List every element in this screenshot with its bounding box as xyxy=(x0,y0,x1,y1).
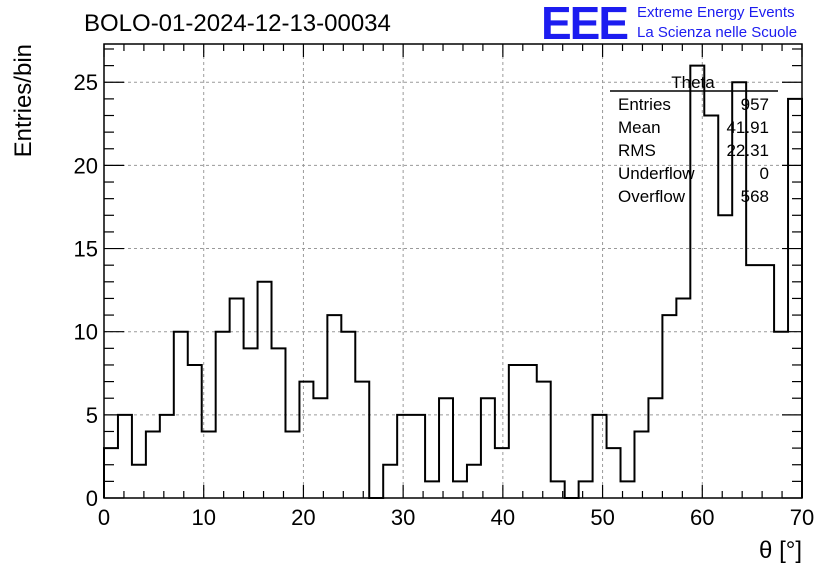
x-tick-label: 40 xyxy=(491,505,515,530)
histogram-bin xyxy=(704,116,718,498)
histogram-bin xyxy=(230,298,244,498)
histogram-bin xyxy=(313,398,327,498)
x-axis-label: θ [°] xyxy=(759,537,802,564)
histogram-bin xyxy=(746,265,760,498)
histogram-bin xyxy=(341,332,355,498)
x-tick-label: 20 xyxy=(291,505,315,530)
histogram-bin xyxy=(272,348,286,498)
histogram-bin xyxy=(481,398,495,498)
stats-label: Underflow xyxy=(618,164,695,183)
histogram-bin xyxy=(160,415,174,498)
x-tick-label: 70 xyxy=(790,505,814,530)
eee-logo: EEE xyxy=(541,0,629,49)
histogram-bin xyxy=(439,398,453,498)
histogram-bin xyxy=(760,265,774,498)
histogram-bin xyxy=(718,215,732,498)
histogram-bin xyxy=(397,415,411,498)
histogram-bin xyxy=(216,332,230,498)
x-tick-label: 0 xyxy=(98,505,110,530)
stats-title: Theta xyxy=(671,73,715,92)
histogram-bin xyxy=(383,465,397,498)
histogram-bin xyxy=(634,431,648,498)
histogram-bin xyxy=(662,315,676,498)
stats-label: RMS xyxy=(618,141,656,160)
histogram-bin xyxy=(425,481,439,498)
stats-value: 568 xyxy=(741,187,769,206)
stats-value: 41.91 xyxy=(726,118,769,137)
histogram-bin xyxy=(327,315,341,498)
histogram-bin xyxy=(453,481,467,498)
histogram-bin xyxy=(495,448,509,498)
histogram-bin xyxy=(355,382,369,498)
histogram-bin xyxy=(258,282,272,498)
x-tick-label: 30 xyxy=(391,505,415,530)
histogram-bin xyxy=(285,431,299,498)
stats-label: Overflow xyxy=(618,187,686,206)
x-tick-label: 10 xyxy=(191,505,215,530)
histogram-bin xyxy=(523,365,537,498)
histogram-bin xyxy=(174,332,188,498)
histogram-bin xyxy=(467,465,481,498)
stats-value: 0 xyxy=(760,164,769,183)
x-tick-label: 50 xyxy=(590,505,614,530)
histogram-bin xyxy=(118,415,132,498)
logo-caption-line1: Extreme Energy Events xyxy=(637,4,795,21)
histogram-bin xyxy=(593,415,607,498)
y-axis-label: Entries/bin xyxy=(10,44,37,157)
histogram-bin xyxy=(244,348,258,498)
stats-label: Mean xyxy=(618,118,661,137)
histogram-bin xyxy=(299,382,313,498)
logo-caption: Extreme Energy Events La Scienza nelle S… xyxy=(637,3,797,43)
y-tick-label: 20 xyxy=(74,153,98,178)
y-tick-label: 10 xyxy=(74,320,98,345)
logo-caption-line2: La Scienza nelle Scuole xyxy=(637,24,798,41)
y-tick-label: 0 xyxy=(86,486,98,511)
histogram-bin xyxy=(104,448,118,498)
histogram-bin xyxy=(411,415,425,498)
stats-value: 22.31 xyxy=(726,141,769,160)
y-tick-label: 15 xyxy=(74,237,98,262)
y-tick-label: 25 xyxy=(74,70,98,95)
histogram-bin xyxy=(188,365,202,498)
x-tick-label: 60 xyxy=(690,505,714,530)
histogram-bin xyxy=(509,365,523,498)
histogram-bin xyxy=(607,448,621,498)
plot-frame xyxy=(103,43,803,499)
y-tick-label: 5 xyxy=(86,403,98,428)
histogram-bin xyxy=(579,481,593,498)
stats-label: Entries xyxy=(618,95,671,114)
stats-value: 957 xyxy=(741,95,769,114)
histogram-bin xyxy=(676,298,690,498)
histogram-outline xyxy=(103,64,803,499)
histogram-bin xyxy=(690,66,704,498)
histogram-bin xyxy=(146,431,160,498)
chart-title: BOLO-01-2024-12-13-00034 xyxy=(84,10,391,37)
histogram-bin xyxy=(648,398,662,498)
histogram-bin xyxy=(537,382,551,498)
